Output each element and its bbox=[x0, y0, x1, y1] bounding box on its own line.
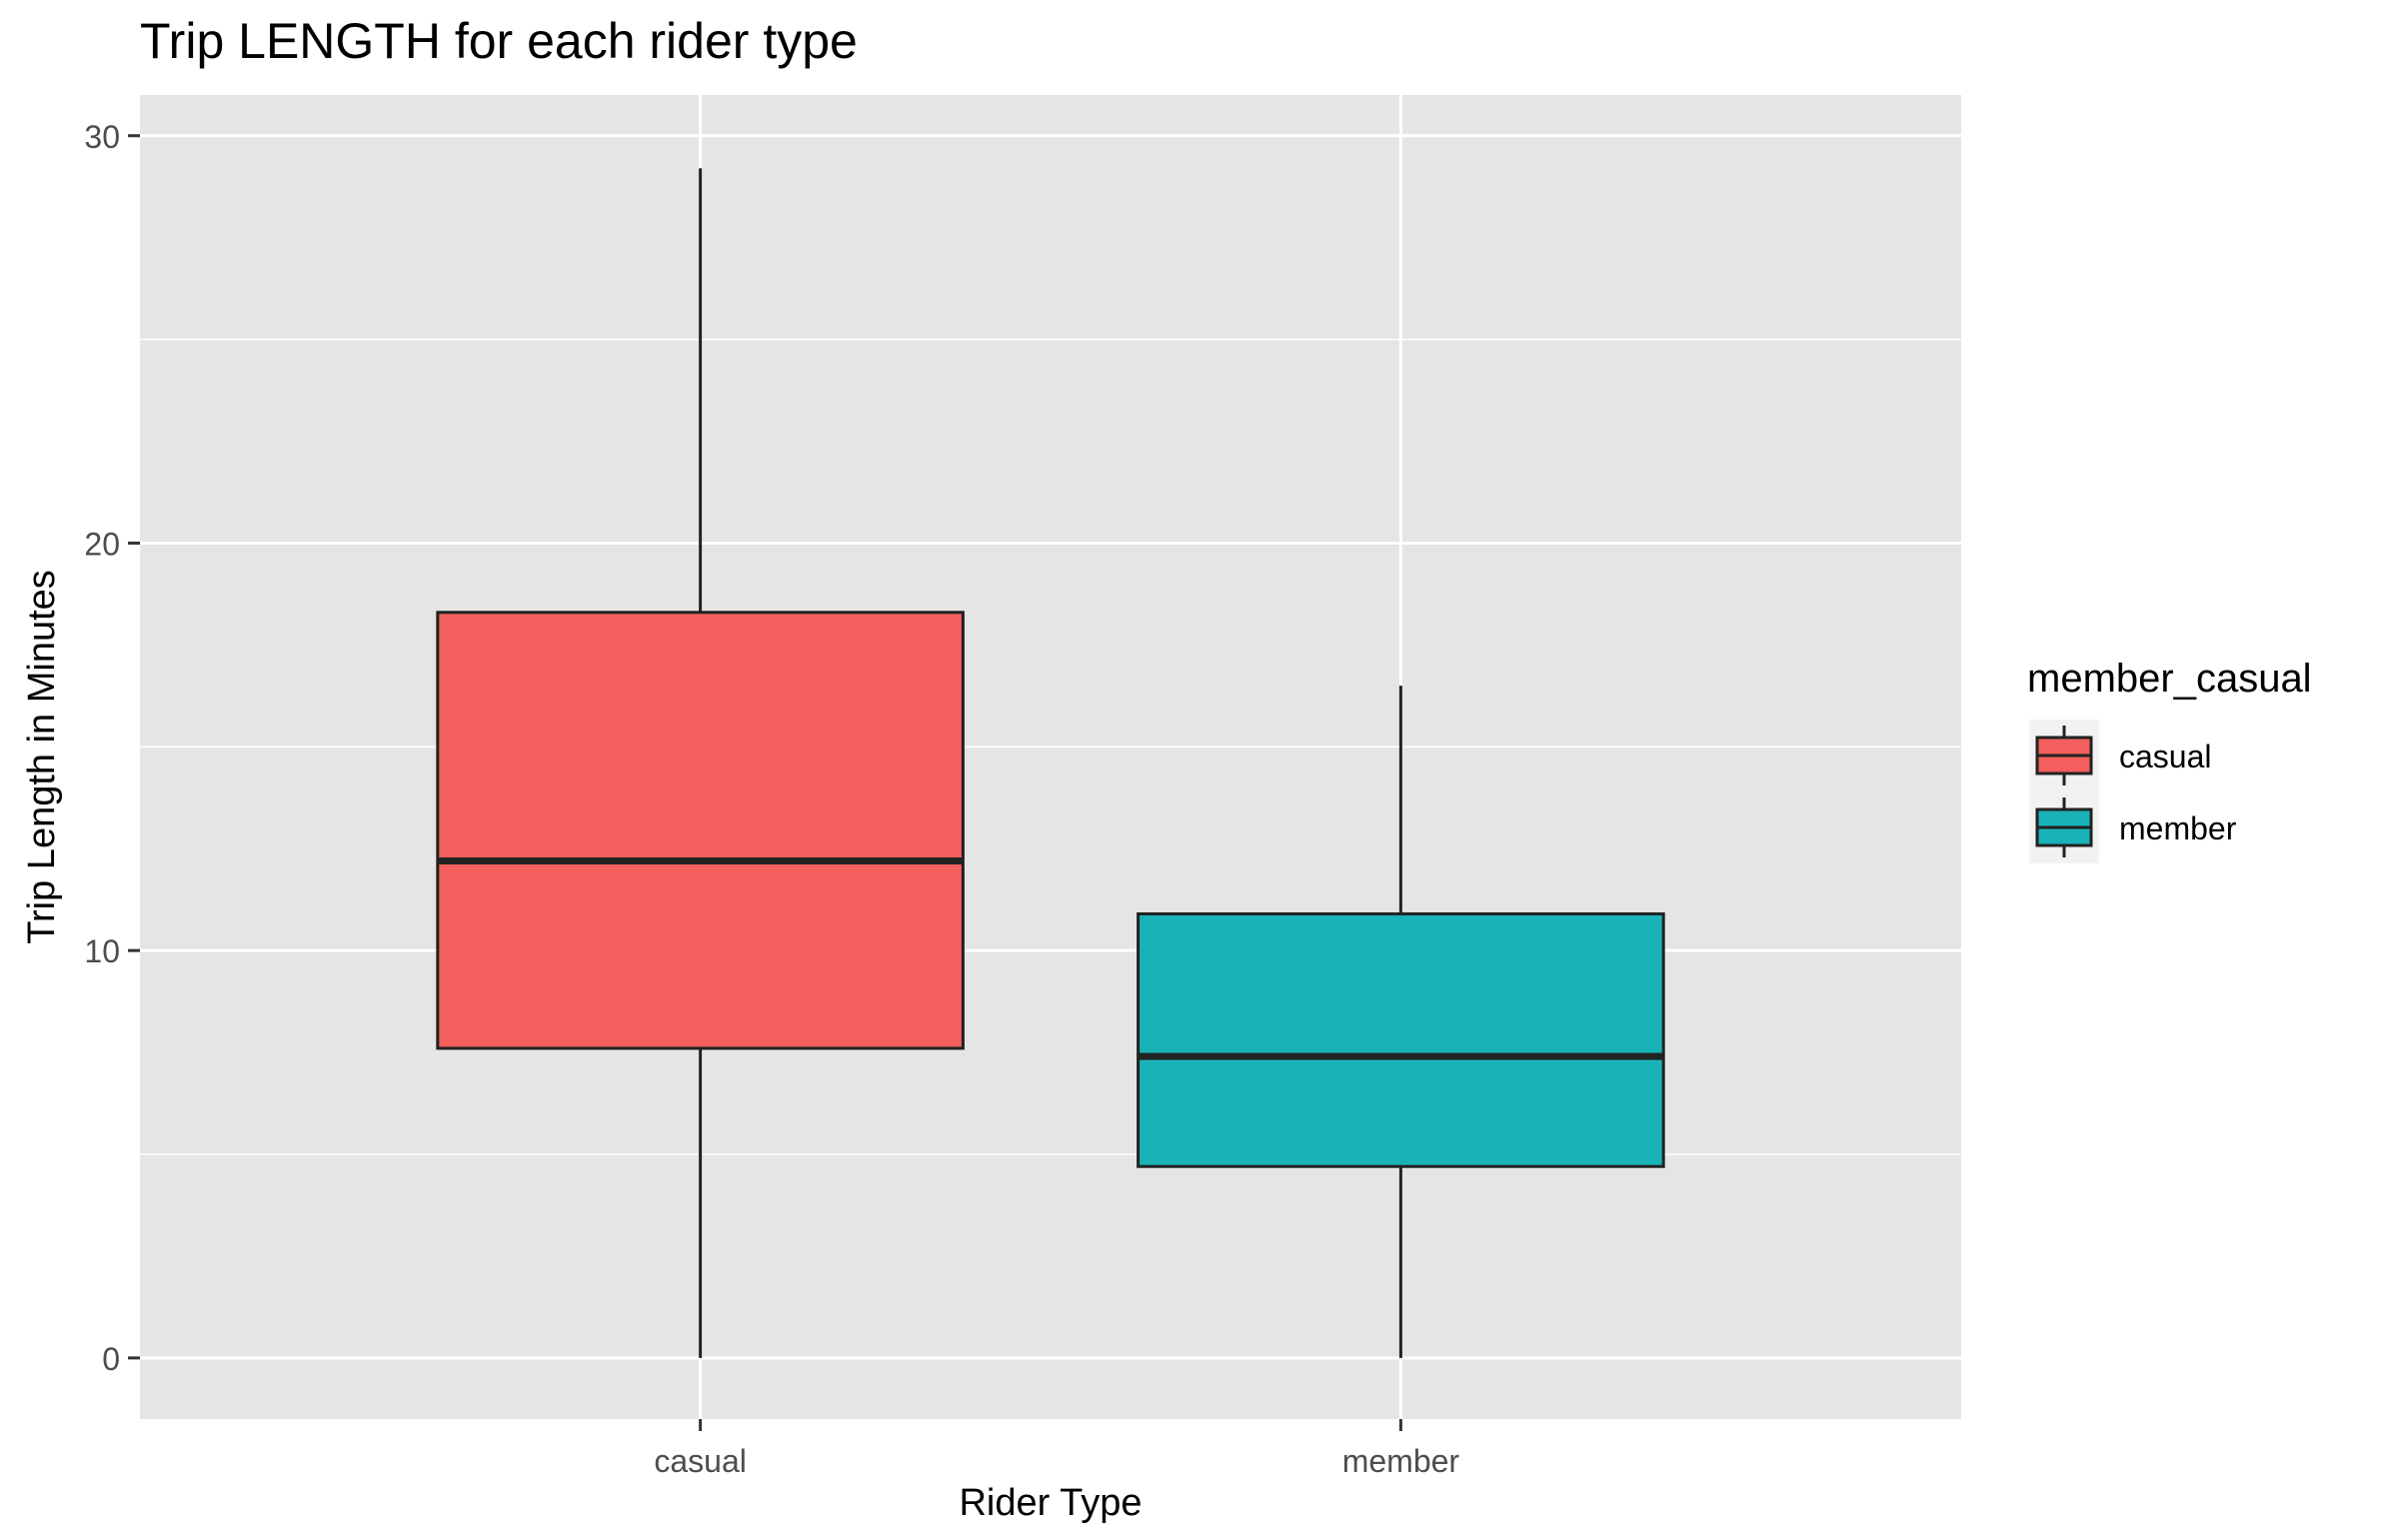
x-axis: casual member bbox=[654, 1419, 1459, 1479]
legend-item-member: member bbox=[2035, 797, 2237, 857]
legend: member_casual casual member bbox=[2027, 657, 2312, 863]
x-tick-label: casual bbox=[654, 1443, 747, 1479]
legend-label: casual bbox=[2119, 739, 2212, 774]
y-tick-label: 20 bbox=[84, 526, 120, 562]
x-axis-label: Rider Type bbox=[959, 1482, 1142, 1524]
box-casual bbox=[436, 168, 965, 1358]
y-tick-label: 0 bbox=[102, 1341, 120, 1377]
y-tick-label: 10 bbox=[84, 933, 120, 969]
y-axis: 0 10 20 30 bbox=[84, 119, 140, 1377]
box-member bbox=[1137, 686, 1665, 1358]
legend-title: member_casual bbox=[2027, 657, 2312, 701]
y-axis-label: Trip Length in Minutes bbox=[21, 570, 63, 944]
legend-item-casual: casual bbox=[2035, 726, 2212, 785]
chart-title: Trip LENGTH for each rider type bbox=[140, 13, 858, 69]
legend-label: member bbox=[2119, 810, 2237, 846]
y-tick-label: 30 bbox=[84, 119, 120, 155]
plot-panel bbox=[140, 95, 1961, 1419]
box-series bbox=[436, 168, 1665, 1358]
x-tick-label: member bbox=[1342, 1443, 1460, 1479]
box-body bbox=[436, 611, 965, 1050]
box-body bbox=[1137, 911, 1665, 1168]
